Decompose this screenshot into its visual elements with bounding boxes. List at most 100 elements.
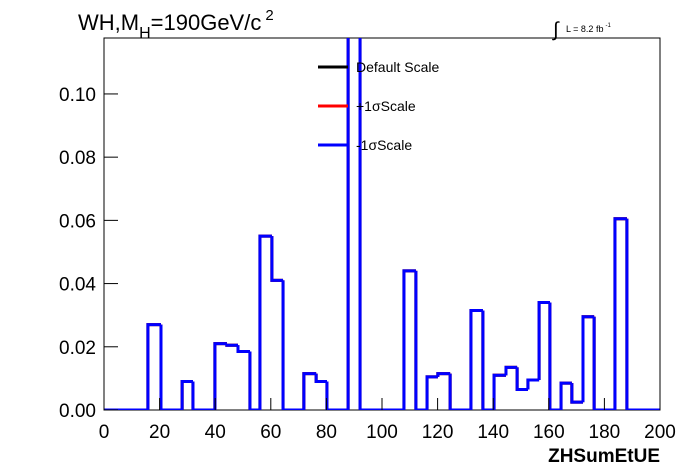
histogram-bin bbox=[581, 315, 595, 403]
histogram-bin bbox=[481, 310, 495, 410]
histogram-bin bbox=[581, 315, 595, 403]
histogram-bin bbox=[180, 380, 193, 410]
chart-title: WH,MH=190GeV/c 2 bbox=[78, 7, 274, 42]
x-tick-label: 0 bbox=[99, 422, 110, 443]
histogram-bin bbox=[481, 310, 495, 410]
histogram-bin bbox=[537, 301, 550, 380]
histogram-bin bbox=[281, 280, 304, 410]
legend-label: -1σScale bbox=[356, 137, 412, 153]
histogram-bin bbox=[425, 375, 438, 410]
histogram-bin bbox=[469, 308, 483, 410]
histogram-bin bbox=[159, 324, 183, 410]
histogram-bin bbox=[358, 38, 404, 410]
histogram-bin bbox=[504, 365, 518, 376]
histogram-bin bbox=[613, 217, 627, 410]
x-tick-label: 200 bbox=[644, 422, 676, 443]
histogram-bin bbox=[248, 351, 260, 410]
histogram-bin bbox=[559, 381, 572, 410]
histogram-bin bbox=[570, 383, 583, 404]
histogram-bin bbox=[325, 381, 349, 410]
histogram-bin bbox=[425, 375, 438, 410]
histogram-bin bbox=[213, 342, 227, 410]
histogram-bin bbox=[414, 270, 428, 410]
histogram-bin bbox=[402, 269, 416, 410]
histogram-bin bbox=[258, 234, 272, 410]
histogram-bin bbox=[258, 234, 272, 410]
histogram-bin bbox=[492, 373, 506, 410]
histogram-bin bbox=[281, 280, 304, 410]
histogram-bin bbox=[592, 316, 615, 410]
x-tick-label: 160 bbox=[533, 422, 565, 443]
histogram-bin bbox=[515, 367, 528, 391]
histogram-bin bbox=[236, 345, 250, 354]
histogram-bin bbox=[402, 269, 416, 410]
legend-label: +1σScale bbox=[356, 98, 416, 114]
histogram-bin bbox=[559, 381, 572, 410]
histogram-bin bbox=[281, 280, 304, 410]
y-tick-label: 0.00 bbox=[59, 401, 96, 422]
histogram-bin bbox=[515, 367, 528, 391]
histogram-bin bbox=[248, 351, 260, 410]
histogram-bin bbox=[180, 380, 193, 410]
histogram-bin bbox=[180, 380, 193, 410]
histogram-bin bbox=[414, 270, 428, 410]
histogram-bin bbox=[191, 381, 215, 410]
histogram-bin bbox=[146, 323, 161, 410]
y-tick-label: 0.04 bbox=[59, 275, 96, 296]
histogram-bin bbox=[481, 310, 495, 410]
histogram-bin bbox=[448, 373, 471, 410]
histogram-bin bbox=[592, 316, 615, 410]
histogram-bin bbox=[515, 367, 528, 391]
x-tick-label: 120 bbox=[422, 422, 454, 443]
histogram-bin bbox=[448, 373, 471, 410]
histogram-bin bbox=[625, 218, 660, 410]
histogram-bin bbox=[548, 302, 562, 410]
x-tick-label: 180 bbox=[589, 422, 621, 443]
histogram-bin bbox=[570, 383, 583, 404]
histogram-bin bbox=[302, 372, 317, 410]
y-tick-label: 0.06 bbox=[59, 211, 96, 232]
histogram-bin bbox=[548, 302, 562, 410]
histogram-bin bbox=[258, 234, 272, 410]
histogram-bin bbox=[625, 218, 660, 410]
histogram-bin bbox=[213, 342, 227, 410]
histogram-bin bbox=[159, 324, 183, 410]
histogram-bin bbox=[436, 372, 451, 377]
histogram-bin bbox=[346, 38, 350, 410]
histogram-bin bbox=[448, 373, 471, 410]
histogram-bin bbox=[414, 270, 428, 410]
histogram-bin bbox=[270, 236, 284, 282]
x-axis-label: ZHSumEtUE bbox=[548, 446, 660, 467]
histogram-bin bbox=[526, 378, 540, 390]
histogram-bin bbox=[581, 315, 595, 403]
y-tick-label: 0.02 bbox=[59, 338, 96, 359]
histogram-bin bbox=[213, 342, 227, 410]
plot-area bbox=[104, 38, 660, 410]
x-tick-label: 100 bbox=[366, 422, 398, 443]
histogram-bin bbox=[248, 351, 260, 410]
histogram-bin bbox=[402, 269, 416, 410]
histogram-bin bbox=[191, 381, 215, 410]
x-tick-label: 80 bbox=[316, 422, 337, 443]
lumi-label: L = 8.2 fb -1 bbox=[566, 23, 611, 34]
histogram-bin bbox=[469, 308, 483, 410]
histogram-bin bbox=[225, 343, 238, 347]
histogram-bin bbox=[537, 301, 550, 380]
histogram-bin bbox=[559, 381, 572, 410]
histogram-bin bbox=[302, 372, 317, 410]
histogram-bin bbox=[146, 323, 161, 410]
histogram-bin bbox=[270, 236, 284, 282]
histogram-bin bbox=[425, 375, 438, 410]
histogram-bin bbox=[625, 218, 660, 410]
x-tick-label: 140 bbox=[477, 422, 509, 443]
frame bbox=[103, 37, 661, 411]
histogram-bin bbox=[537, 301, 550, 380]
histogram-bin bbox=[492, 373, 506, 410]
x-tick-label: 40 bbox=[205, 422, 226, 443]
histogram-bin bbox=[146, 323, 161, 410]
histogram-bin bbox=[548, 302, 562, 410]
histogram-bin bbox=[613, 217, 627, 410]
x-tick-label: 20 bbox=[149, 422, 170, 443]
lumi-integral: ∫ bbox=[552, 19, 560, 41]
